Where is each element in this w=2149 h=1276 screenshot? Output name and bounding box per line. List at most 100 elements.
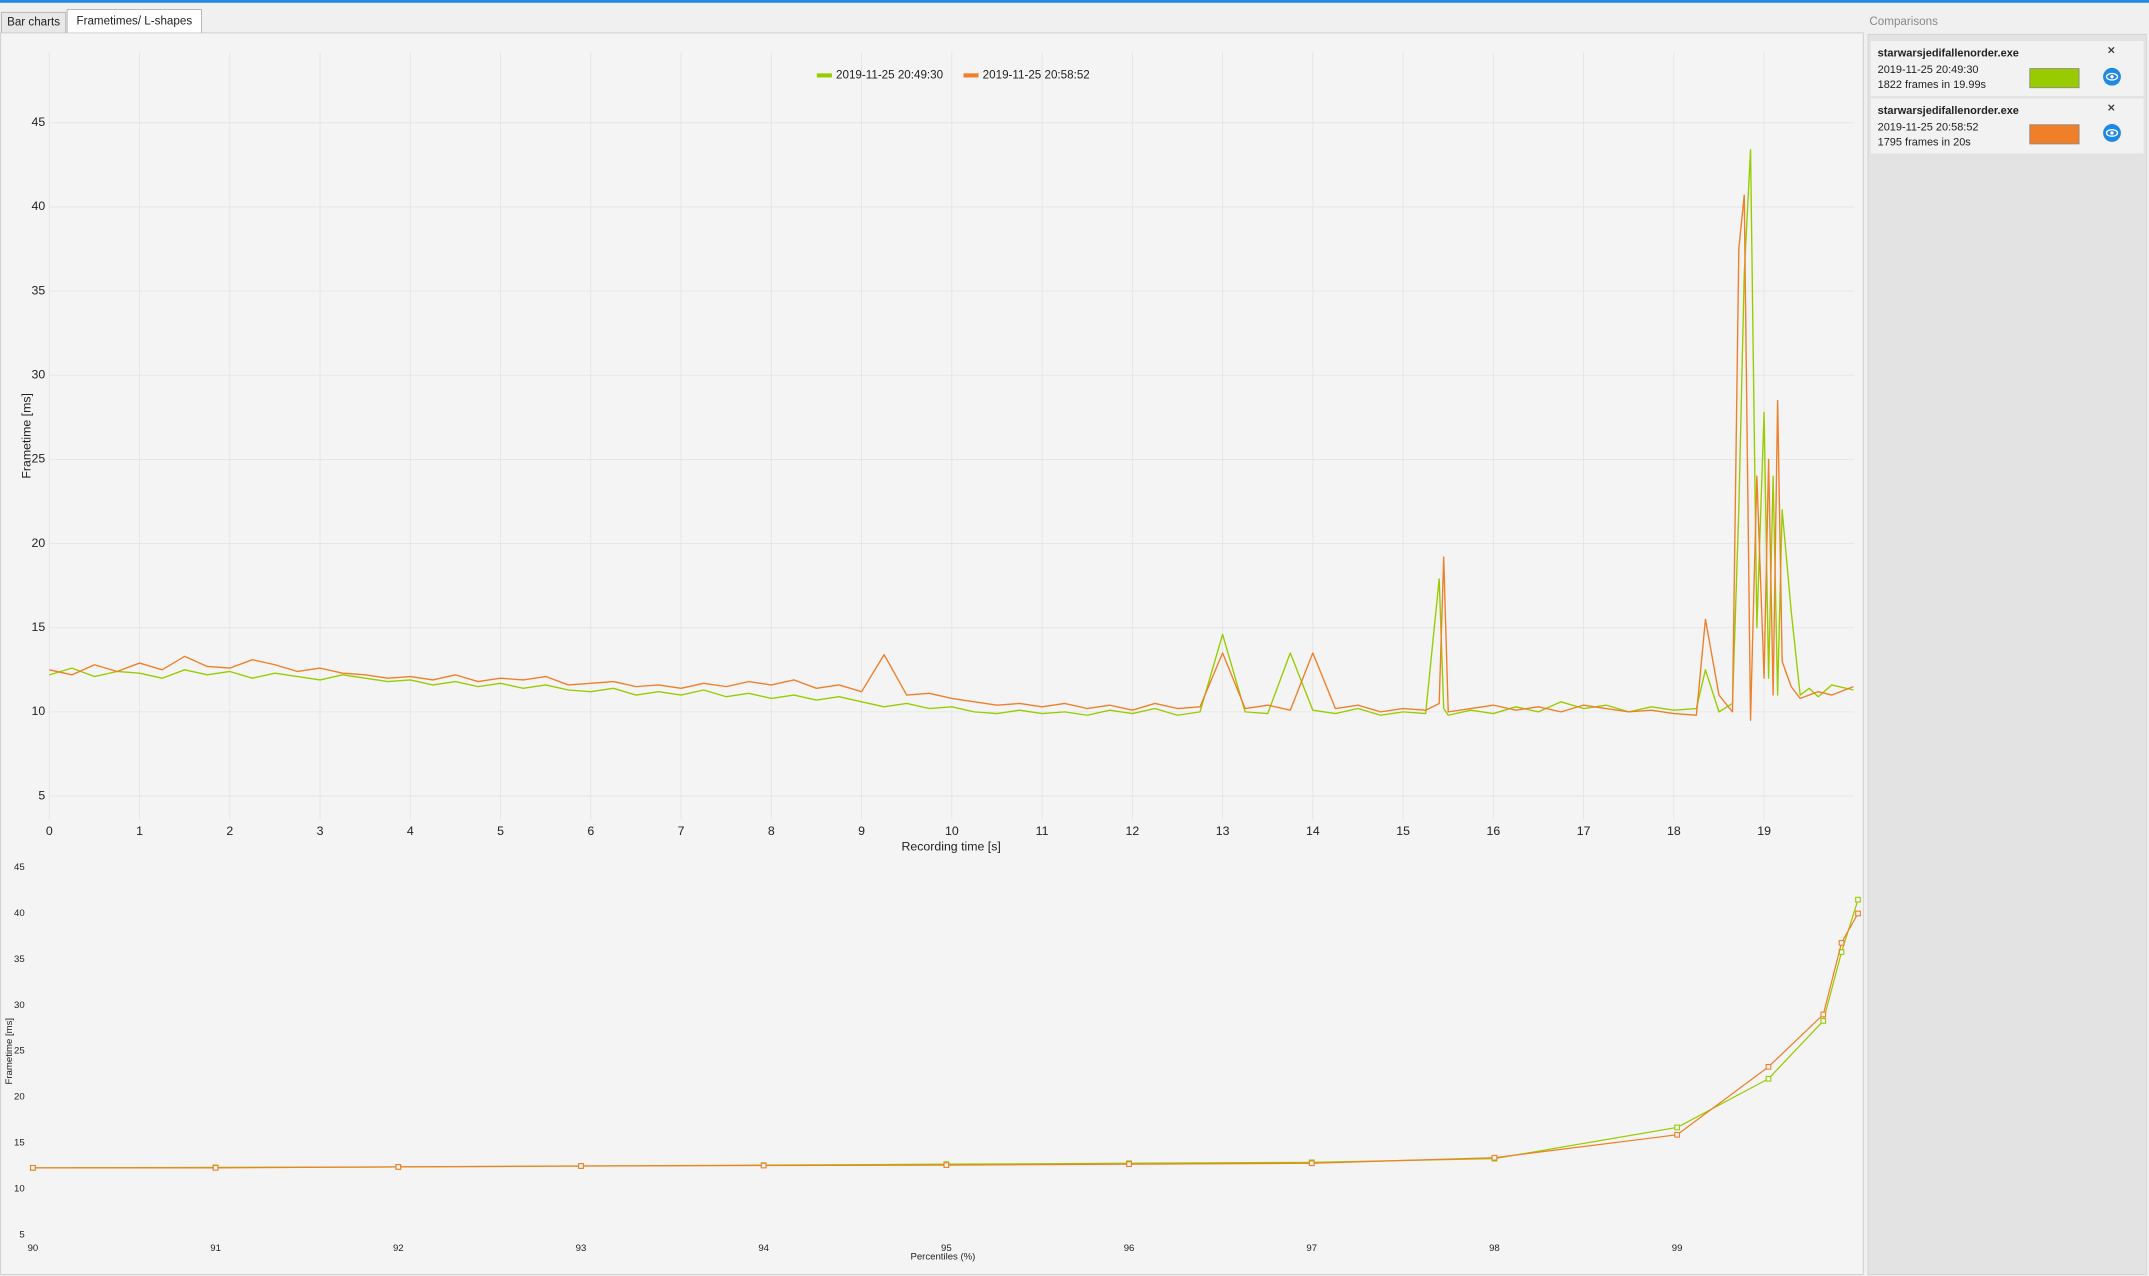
y-tick-label: 30 (14, 1000, 25, 1011)
legend-swatch (816, 73, 832, 78)
x-axis-title: Recording time [s] (901, 839, 1000, 853)
data-point (1126, 1161, 1132, 1168)
data-point (1674, 1124, 1681, 1131)
visibility-toggle[interactable] (2103, 124, 2121, 142)
y-tick-label: 45 (14, 862, 25, 873)
data-point (943, 1162, 950, 1168)
card-background (1870, 98, 2144, 154)
legend-swatch (963, 73, 979, 78)
y-tick-label: 20 (14, 1092, 25, 1103)
y-tick-label: 30 (32, 368, 46, 382)
x-axis-title: Percentiles (%) (910, 1251, 975, 1262)
data-point (1308, 1160, 1315, 1167)
data-point (1765, 1063, 1772, 1070)
data-point (395, 1164, 402, 1170)
x-tick-label: 7 (678, 824, 685, 838)
x-tick-label: 10 (945, 824, 959, 838)
data-point (1820, 1011, 1827, 1018)
card-name: starwarsjedifallenorder.exe (1878, 47, 2019, 59)
card-date: 2019-11-25 20:49:30 (1878, 64, 1979, 76)
x-tick-label: 94 (758, 1243, 769, 1254)
data-point (760, 1162, 767, 1169)
y-tick-label: 45 (32, 115, 46, 129)
x-tick-label: 4 (407, 824, 414, 838)
data-point (1491, 1154, 1498, 1161)
x-tick-label: 99 (1672, 1243, 1683, 1254)
comparison-card: starwarsjedifallenorder.exe 2019-11-25 2… (1870, 41, 2144, 96)
data-point (1765, 1075, 1772, 1082)
color-swatch (2029, 68, 2080, 89)
y-tick-label: 25 (14, 1046, 25, 1057)
y-tick-label: 35 (32, 283, 46, 297)
close-button[interactable] (2108, 46, 2115, 54)
x-tick-label: 98 (1489, 1243, 1500, 1254)
series-line (32, 913, 1859, 1169)
x-tick-label: 2 (226, 824, 233, 838)
data-point (1838, 939, 1845, 946)
x-tick-label: 92 (393, 1243, 404, 1254)
x-tick-label: 95 (941, 1243, 952, 1254)
card-date: 2019-11-25 20:58:52 (1878, 121, 1979, 133)
y-tick-label: 15 (32, 620, 46, 634)
x-tick-label: 0 (46, 824, 53, 838)
x-tick-label: 14 (1306, 824, 1320, 838)
title-accent (0, 0, 2149, 3)
data-point (1855, 896, 1861, 903)
tab-label[interactable]: Frametimes/ L-shapes (76, 14, 192, 27)
visibility-toggle[interactable] (2103, 67, 2121, 86)
card-info: 1795 frames in 20s (1878, 136, 1972, 148)
x-tick-label: 5 (497, 824, 504, 838)
x-tick-label: 18 (1667, 824, 1681, 838)
x-tick-label: 97 (1306, 1243, 1317, 1254)
x-tick-label: 11 (1036, 824, 1049, 838)
y-tick-label: 40 (14, 908, 25, 919)
data-point (30, 1164, 36, 1171)
x-tick-label: 15 (1396, 824, 1410, 838)
y-tick-label: 35 (14, 954, 25, 965)
x-tick-label: 90 (28, 1243, 39, 1254)
y-tick-label: 5 (38, 788, 45, 802)
x-tick-label: 93 (576, 1243, 587, 1254)
y-tick-label: 10 (32, 704, 46, 718)
x-tick-label: 19 (1757, 824, 1771, 838)
x-tick-label: 6 (587, 824, 594, 838)
sidebar-title: Comparisons (1869, 15, 1938, 28)
y-tick-label: 10 (14, 1183, 25, 1194)
card-background (1870, 41, 2144, 96)
series-line (49, 194, 1854, 721)
data-point (1855, 910, 1861, 917)
y-tick-label: 20 (32, 536, 46, 550)
color-swatch (2029, 124, 2080, 145)
chart-panel (0, 32, 1864, 1276)
y-axis-title: Frametime [ms] (4, 1018, 15, 1085)
y-tick-label: 5 (19, 1229, 24, 1240)
y-tick-label: 25 (32, 452, 46, 466)
x-tick-label: 3 (317, 824, 324, 838)
x-tick-label: 8 (768, 824, 775, 838)
comparison-card: starwarsjedifallenorder.exe 2019-11-25 2… (1870, 98, 2144, 154)
data-point (1820, 1018, 1827, 1024)
card-info: 1822 frames in 19.99s (1878, 79, 1987, 91)
data-point (1674, 1131, 1681, 1138)
series-line (49, 149, 1854, 716)
data-point (212, 1164, 219, 1171)
x-tick-label: 12 (1125, 824, 1139, 838)
legend-label: 2019-11-25 20:49:30 (836, 68, 944, 81)
tab-label[interactable]: Bar charts (7, 16, 60, 29)
x-tick-label: 16 (1486, 824, 1500, 838)
x-tick-label: 96 (1124, 1243, 1135, 1254)
y-tick-label: 40 (32, 199, 46, 213)
x-tick-label: 1 (136, 824, 143, 838)
legend-label: 2019-11-25 20:58:52 (983, 68, 1090, 81)
card-name: starwarsjedifallenorder.exe (1878, 105, 2019, 117)
x-tick-label: 9 (858, 824, 865, 838)
x-tick-label: 13 (1216, 824, 1230, 838)
data-point (578, 1163, 584, 1169)
y-axis-title: Frametime [ms] (20, 393, 34, 479)
close-button[interactable] (2108, 104, 2115, 111)
sidebar-panel (1867, 33, 2147, 1276)
y-tick-label: 15 (14, 1138, 25, 1149)
x-tick-label: 91 (210, 1243, 221, 1254)
